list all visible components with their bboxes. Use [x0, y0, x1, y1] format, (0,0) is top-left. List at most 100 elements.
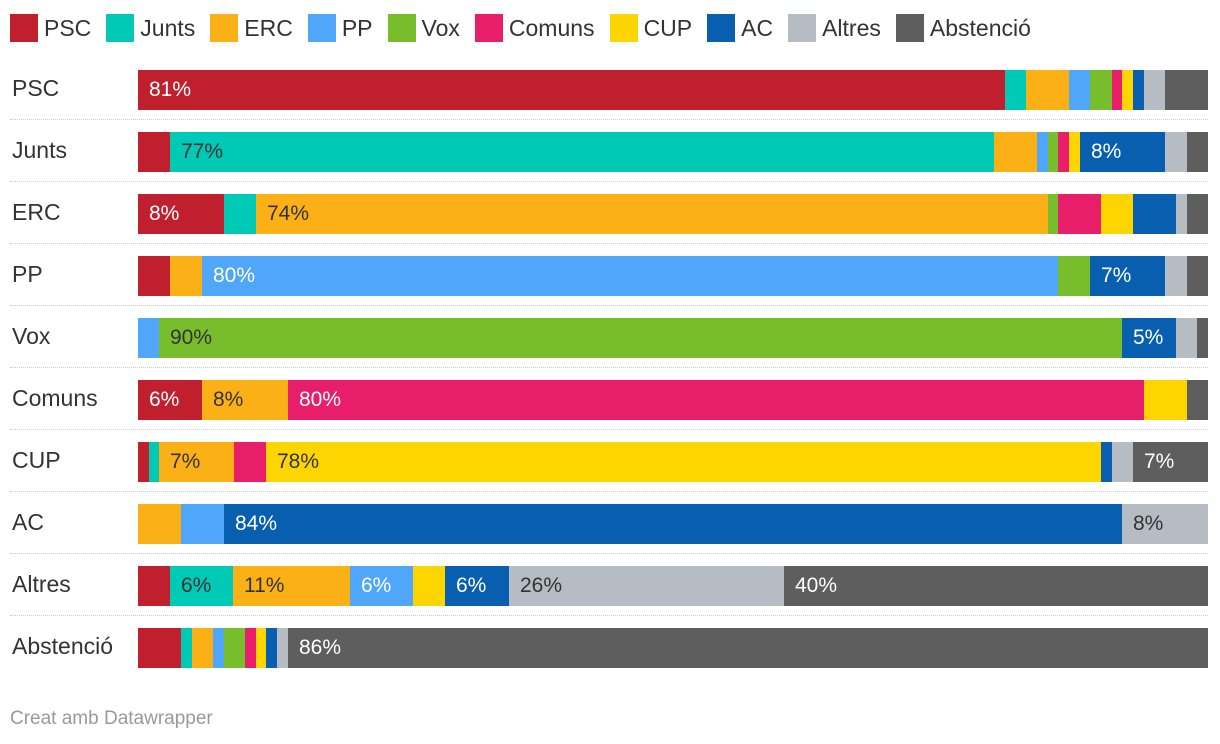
bar-segment-ac	[1133, 194, 1176, 234]
bar-segment-altres: 26%	[509, 566, 784, 606]
data-label: 6%	[361, 574, 392, 597]
legend-label: CUP	[643, 14, 693, 41]
bar-segment-cup	[1144, 380, 1187, 420]
bar-segment-psc: 8%	[138, 194, 224, 234]
stacked-bar: 84% 8%	[138, 504, 1208, 544]
legend-swatch	[895, 14, 924, 42]
bar-segment-erc: 11%	[233, 566, 350, 606]
bar-segment-erc	[170, 256, 202, 296]
stacked-bar: 80% 7%	[138, 256, 1208, 296]
row-divider	[10, 119, 1208, 120]
legend-item-psc: PSC	[10, 14, 91, 42]
stacked-bar: 86%	[138, 628, 1208, 668]
bar-segment-comuns: 80%	[288, 380, 1144, 420]
bar-segment-comuns	[1058, 194, 1101, 234]
bar-segment-vox: 90%	[159, 318, 1122, 358]
data-label: 7%	[170, 450, 201, 473]
chart-row: Abstenció 86%	[0, 616, 1220, 678]
chart-row: Vox 90% 5%	[0, 306, 1220, 368]
bar-segment-erc: 74%	[256, 194, 1048, 234]
bar-segment-ac	[266, 628, 277, 668]
legend-label: Abstenció	[929, 14, 1031, 41]
bar-segment-comuns	[234, 442, 266, 482]
legend-swatch	[474, 14, 503, 42]
data-label: 11%	[244, 574, 285, 597]
bar-segment-junts: 77%	[170, 132, 994, 172]
chart-row: AC 84% 8%	[0, 492, 1220, 554]
bar-segment-pp	[213, 628, 224, 668]
chart-row: Comuns 6% 8% 80%	[0, 368, 1220, 430]
chart-row: CUP 7% 78% 7%	[0, 430, 1220, 492]
row-label: Comuns	[12, 385, 98, 411]
bar-segment-vox	[1090, 70, 1112, 110]
data-label: 7%	[1101, 264, 1132, 287]
bar-segment-ac	[1133, 70, 1144, 110]
bar-segment-abstenció	[1197, 318, 1208, 358]
bar-segment-ac: 8%	[1080, 132, 1165, 172]
chart-credit: Creat amb Datawrapper	[10, 708, 213, 729]
data-label: 8%	[149, 202, 180, 225]
data-label: 5%	[1133, 326, 1164, 349]
chart-legend: PSC Junts ERC PP Vox Comuns CUP AC Altres Abstenc…	[10, 13, 1046, 43]
bar-segment-vox	[224, 628, 245, 668]
bar-segment-psc	[138, 442, 149, 482]
legend-item-pp: PP	[307, 14, 373, 42]
legend-label: Altres	[822, 14, 881, 41]
bar-segment-erc: 8%	[202, 380, 288, 420]
row-label: Vox	[12, 323, 51, 349]
data-label: 7%	[1144, 450, 1175, 473]
bar-segment-pp: 80%	[202, 256, 1058, 296]
bar-segment-psc	[138, 132, 170, 172]
row-divider	[10, 181, 1208, 182]
row-divider	[10, 429, 1208, 430]
bar-segment-ac: 84%	[224, 504, 1122, 544]
bar-segment-abstenció: 7%	[1133, 442, 1208, 482]
stacked-bar: 6% 8% 80%	[138, 380, 1208, 420]
bar-segment-vox	[1048, 132, 1058, 172]
bar-segment-erc	[1026, 70, 1069, 110]
chart-row: PP 80% 7%	[0, 244, 1220, 306]
bar-segment-abstenció: 40%	[784, 566, 1208, 606]
bar-segment-cup	[1101, 194, 1133, 234]
bar-segment-cup	[256, 628, 266, 668]
legend-item-ac: AC	[707, 14, 773, 42]
data-label: 8%	[1091, 140, 1122, 163]
bar-segment-psc	[138, 566, 170, 606]
bar-segment-altres	[1176, 194, 1187, 234]
legend-label: ERC	[244, 14, 293, 41]
legend-swatch	[788, 14, 817, 42]
legend-item-comuns: Comuns	[474, 14, 595, 42]
bar-segment-junts	[224, 194, 256, 234]
legend-swatch	[210, 14, 239, 42]
row-divider	[10, 491, 1208, 492]
bar-segment-psc	[138, 256, 170, 296]
bar-segment-erc	[994, 132, 1037, 172]
chart-row: PSC 81%	[0, 58, 1220, 120]
bar-segment-comuns	[1058, 132, 1069, 172]
legend-swatch	[387, 14, 416, 42]
legend-label: Junts	[140, 14, 196, 41]
bar-segment-altres	[1165, 256, 1187, 296]
bar-segment-ac: 6%	[445, 566, 509, 606]
legend-label: AC	[741, 14, 774, 41]
stacked-bar: 77% 8%	[138, 132, 1208, 172]
bar-segment-abstenció	[1187, 194, 1208, 234]
legend-label: Vox	[421, 14, 460, 41]
chart-row: ERC 8% 74%	[0, 182, 1220, 244]
legend-item-erc: ERC	[210, 14, 293, 42]
legend-swatch	[106, 14, 135, 42]
bar-segment-pp	[181, 504, 224, 544]
legend-label: Comuns	[508, 14, 595, 41]
row-label: PP	[12, 261, 43, 287]
bar-segment-pp	[138, 318, 159, 358]
bar-segment-psc	[138, 628, 181, 668]
bar-segment-pp: 6%	[350, 566, 413, 606]
data-label: 26%	[520, 574, 563, 597]
data-label: 86%	[299, 636, 342, 659]
row-label: Junts	[12, 137, 67, 163]
legend-item-cup: CUP	[609, 14, 693, 42]
row-label: CUP	[12, 447, 61, 473]
legend-swatch	[609, 14, 638, 42]
bar-segment-erc	[138, 504, 181, 544]
bar-segment-altres	[1165, 132, 1187, 172]
